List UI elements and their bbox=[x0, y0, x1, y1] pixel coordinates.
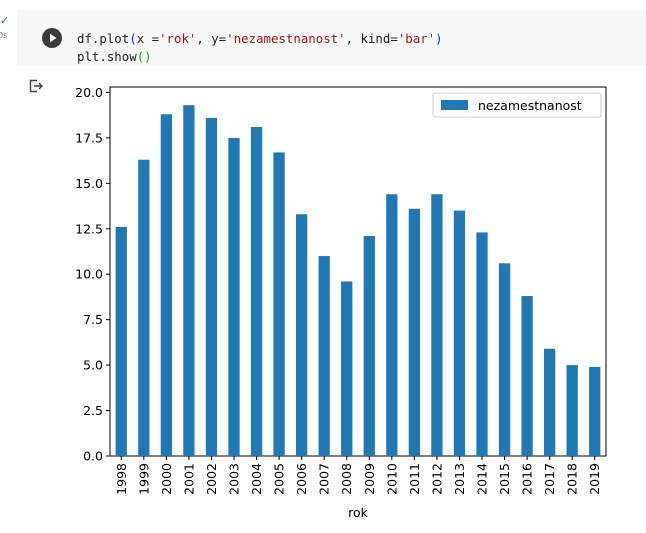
x-axis: 1998 1999 2000 2001 2002 2003 2004 2005 2006 2007… bbox=[114, 456, 602, 495]
x-tick-label: 2005 bbox=[272, 463, 287, 495]
x-tick-label: 2002 bbox=[204, 463, 219, 495]
legend-box bbox=[432, 92, 602, 118]
bar-2005 bbox=[273, 152, 285, 456]
x-tick-label: 2014 bbox=[475, 463, 490, 495]
y-tick-label: 15.0 bbox=[75, 176, 103, 191]
x-tick-label: 2011 bbox=[407, 463, 422, 495]
bar-2012 bbox=[431, 194, 443, 456]
bar-chart: 0.02.55.07.510.012.515.017.520.0 1998 199… bbox=[75, 85, 607, 520]
bars bbox=[115, 105, 601, 457]
x-tick-label: 2015 bbox=[497, 463, 512, 495]
x-tick-label: 2017 bbox=[542, 463, 557, 495]
bar-2001 bbox=[183, 105, 195, 456]
execution-time: 0s bbox=[0, 31, 8, 40]
bar-2008 bbox=[341, 281, 353, 456]
run-cell-button[interactable] bbox=[42, 28, 62, 48]
bar-2010 bbox=[386, 194, 398, 456]
bar-2017 bbox=[544, 348, 556, 456]
bar-2004 bbox=[250, 126, 263, 456]
bar-2015 bbox=[498, 263, 511, 456]
bar-2016 bbox=[521, 296, 533, 456]
x-tick-label: 1999 bbox=[136, 463, 151, 495]
code-line-1: df.plot(x ='rok', y='nezamestnanost', ki… bbox=[77, 31, 443, 46]
bar-2011 bbox=[408, 208, 420, 456]
bar-2018 bbox=[566, 365, 578, 456]
output-arrow-icon[interactable] bbox=[28, 78, 44, 94]
y-tick-label: 20.0 bbox=[75, 85, 103, 100]
code-line-2: plt.show() bbox=[77, 49, 152, 64]
x-tick-label: 1998 bbox=[114, 463, 129, 495]
bar-1998 bbox=[115, 226, 127, 456]
x-tick-label: 2012 bbox=[429, 463, 444, 495]
y-tick-label: 10.0 bbox=[75, 267, 103, 282]
x-tick-label: 2019 bbox=[587, 463, 602, 495]
y-tick-label: 2.5 bbox=[83, 403, 103, 418]
x-tick-label: 2018 bbox=[565, 463, 580, 495]
y-tick-label: 5.0 bbox=[83, 358, 103, 373]
bar-2014 bbox=[476, 232, 488, 456]
bar-2019 bbox=[589, 366, 601, 456]
y-tick-label: 17.5 bbox=[75, 130, 103, 145]
bar-2006 bbox=[296, 214, 308, 456]
x-tick-label: 2016 bbox=[520, 463, 535, 495]
play-icon bbox=[50, 33, 57, 43]
bar-2013 bbox=[453, 210, 466, 456]
code-cell[interactable]: df.plot(x ='rok', y='nezamestnanost', ki… bbox=[17, 10, 646, 66]
x-tick-label: 2006 bbox=[294, 463, 309, 495]
x-tick-label: 2004 bbox=[249, 463, 264, 495]
x-tick-label: 2008 bbox=[339, 463, 354, 495]
bar-2002 bbox=[205, 117, 218, 456]
check-icon: ✓ bbox=[0, 14, 10, 27]
x-tick-label: 2009 bbox=[362, 463, 377, 495]
legend: nezamestnanost bbox=[432, 92, 602, 118]
code-editor[interactable]: df.plot(x ='rok', y='nezamestnanost', ki… bbox=[77, 30, 443, 66]
bar-2009 bbox=[363, 236, 375, 456]
x-tick-label: 2000 bbox=[159, 463, 174, 495]
legend-swatch bbox=[441, 100, 468, 110]
y-tick-label: 12.5 bbox=[75, 221, 103, 236]
plot-frame bbox=[109, 86, 607, 457]
x-tick-label: 2003 bbox=[227, 463, 242, 495]
y-tick-label: 0.0 bbox=[83, 449, 103, 464]
bar-1999 bbox=[138, 159, 150, 456]
y-tick-label: 7.5 bbox=[83, 312, 103, 327]
x-tick-label: 2010 bbox=[384, 463, 399, 495]
x-tick-label: 2001 bbox=[181, 463, 196, 495]
x-tick-label: 2007 bbox=[317, 463, 332, 495]
bar-2007 bbox=[318, 256, 330, 456]
x-axis-label: rok bbox=[348, 505, 369, 520]
bar-2003 bbox=[228, 137, 240, 456]
legend-label: nezamestnanost bbox=[478, 98, 582, 113]
y-axis: 0.0 2.5 5.0 7.5 10.0 12.5 15.0 17.5 20.0 bbox=[75, 85, 110, 464]
bar-2000 bbox=[160, 114, 172, 457]
x-tick-label: 2013 bbox=[452, 463, 467, 495]
execution-status: ✓ 0s bbox=[0, 15, 14, 45]
